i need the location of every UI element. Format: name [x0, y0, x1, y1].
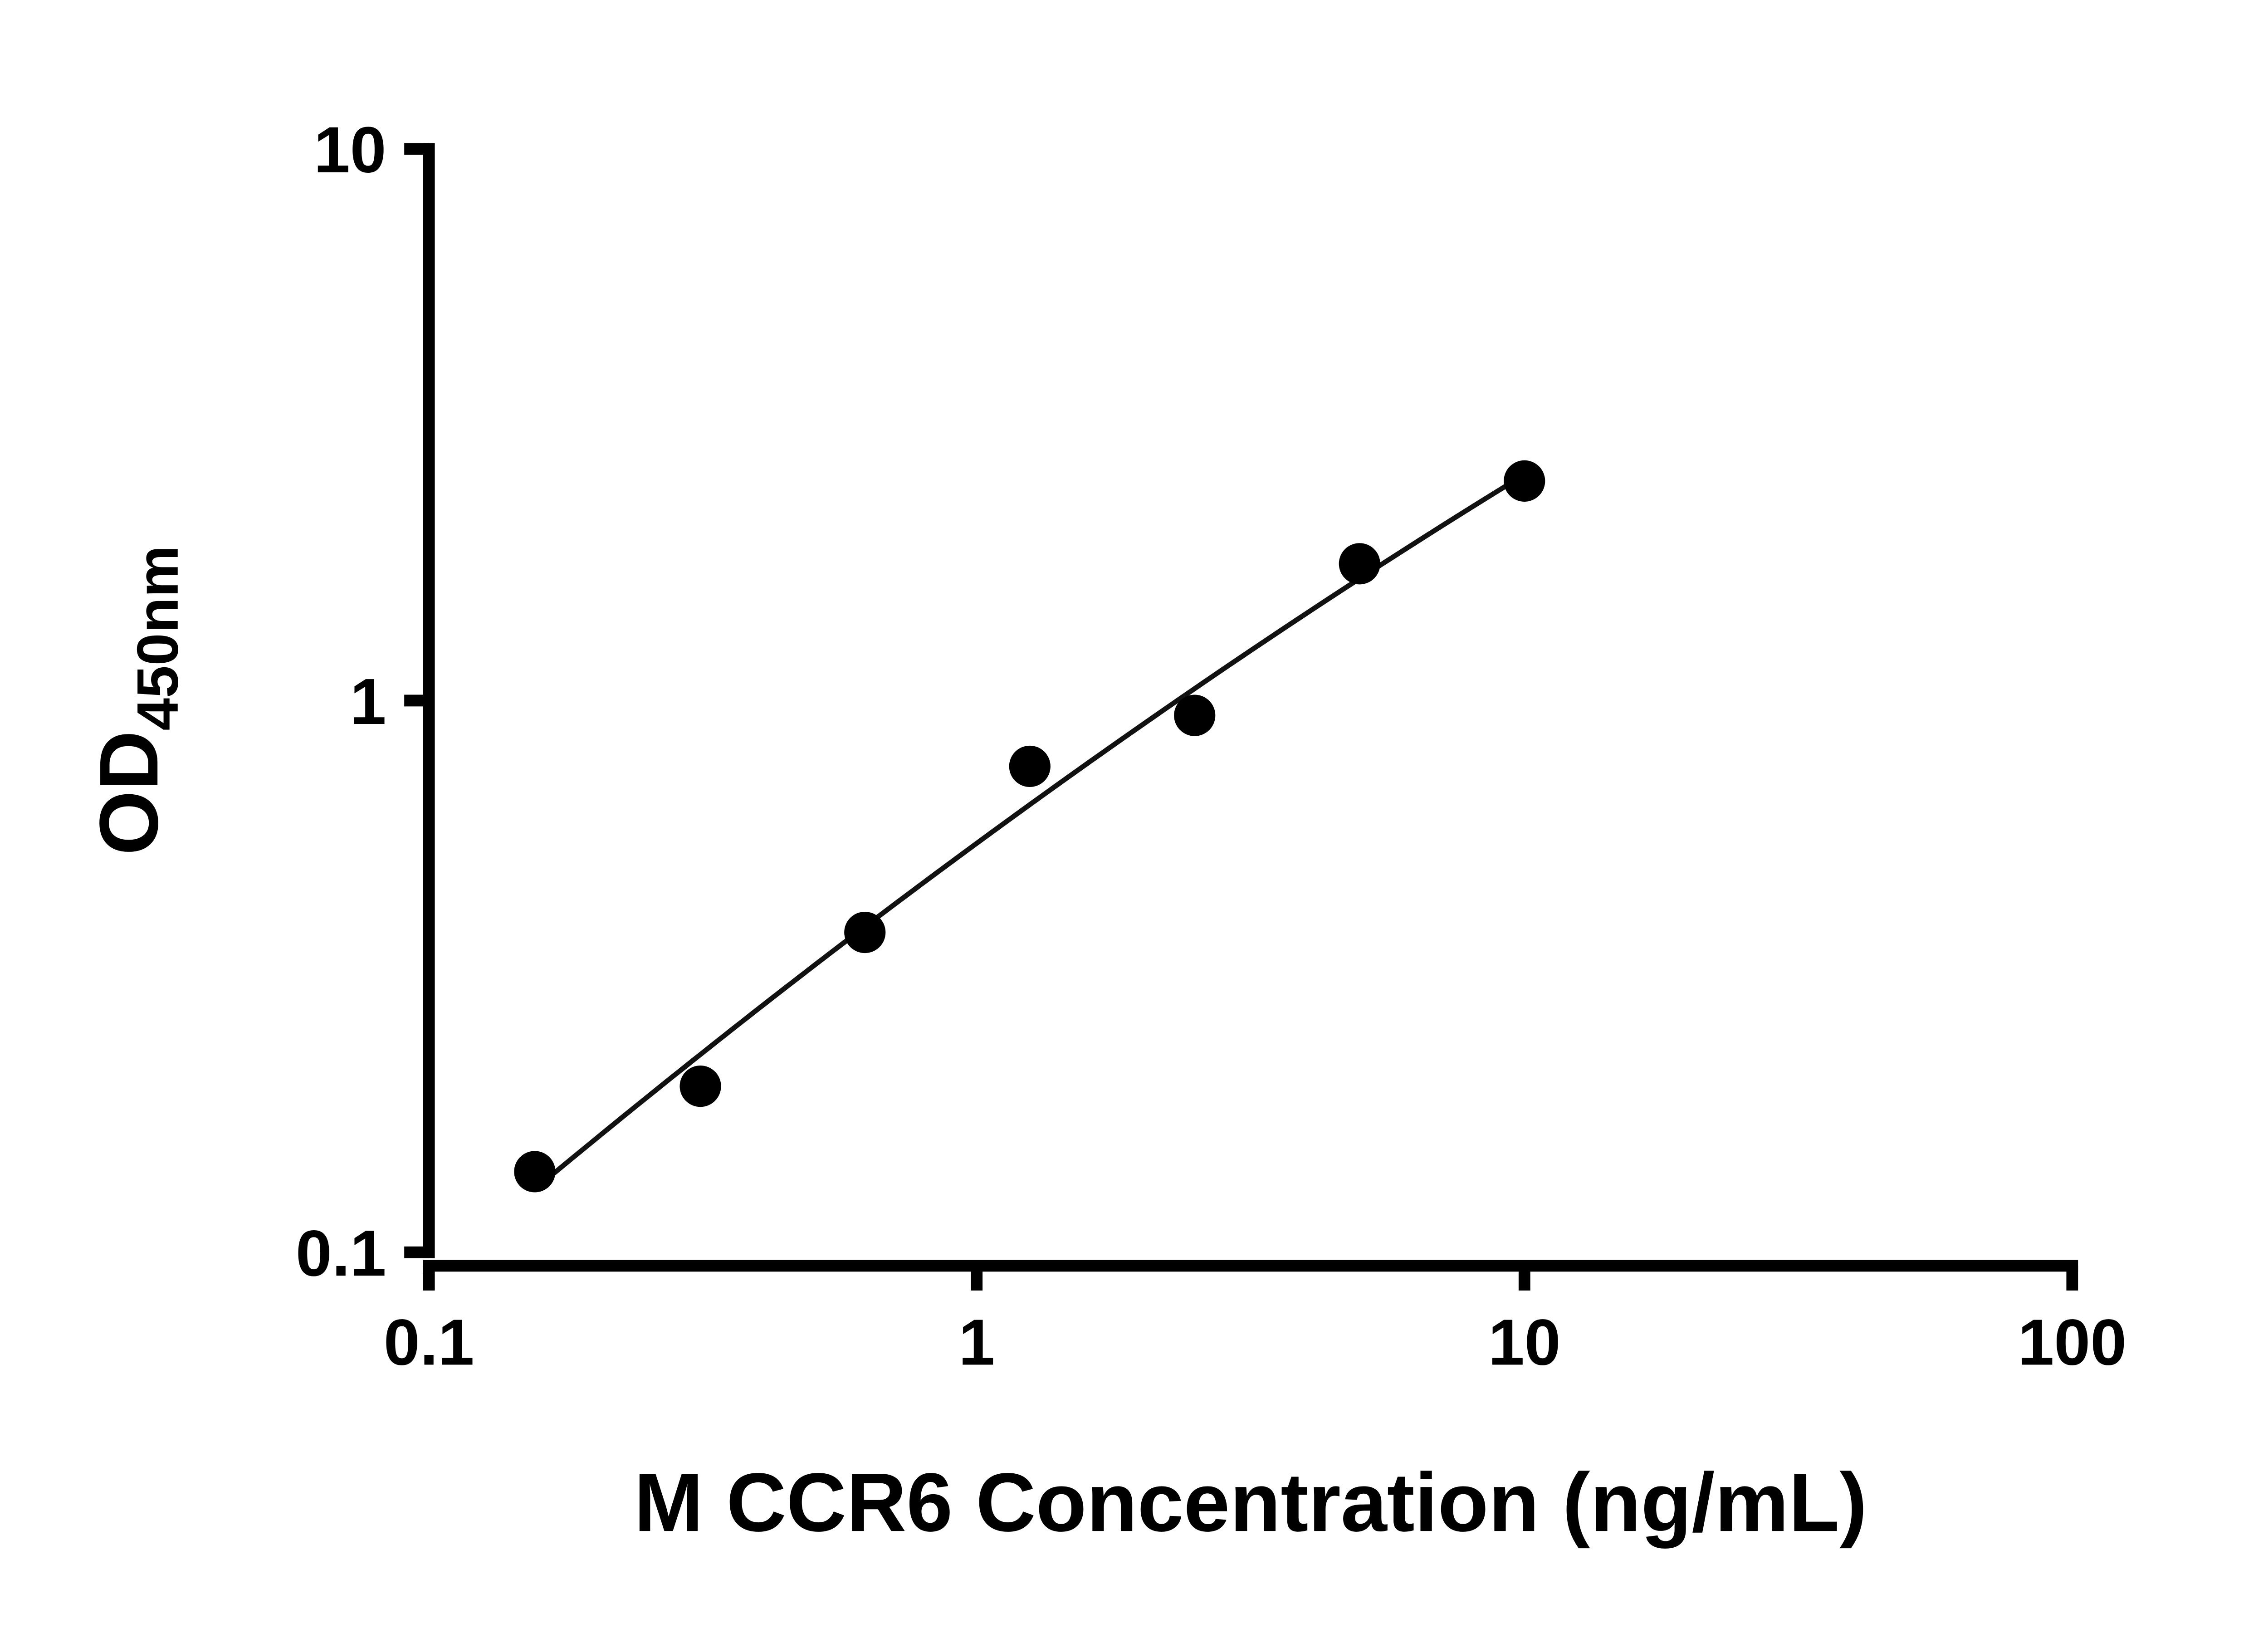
- y-axis-title-subscript: 450nm: [125, 545, 191, 730]
- data-layer: [514, 460, 1545, 1193]
- y-axis-title-main: OD: [82, 731, 175, 856]
- x-tick-label: 10: [1488, 1306, 1561, 1379]
- data-point: [844, 911, 886, 953]
- x-tick-label: 1: [958, 1306, 995, 1379]
- x-axis-title: M CCR6 Concentration (ng/mL): [634, 1456, 1867, 1549]
- data-point: [1339, 543, 1380, 585]
- elisa-standard-curve-figure: 0.1 1 10 100 0.1 1 10 M CCR6 Concentration (ng…: [18, 7, 2268, 1626]
- x-tick-label: 0.1: [384, 1306, 474, 1379]
- data-point: [514, 1151, 556, 1193]
- elisa-standard-curve-svg: 0.1 1 10 100 0.1 1 10 M CCR6 Concentration (ng…: [18, 7, 2268, 1626]
- data-point: [1174, 694, 1216, 736]
- axes-layer: 0.1 1 10 100 0.1 1 10: [296, 114, 2126, 1379]
- y-tick-label: 10: [314, 114, 386, 186]
- data-point: [679, 1066, 721, 1107]
- y-tick-label: 0.1: [296, 1217, 386, 1290]
- y-tick-label: 1: [350, 665, 386, 738]
- y-axis-title: OD450nm: [82, 545, 191, 855]
- data-point: [1504, 460, 1545, 502]
- data-point: [1009, 745, 1051, 787]
- x-tick-label: 100: [2018, 1306, 2126, 1379]
